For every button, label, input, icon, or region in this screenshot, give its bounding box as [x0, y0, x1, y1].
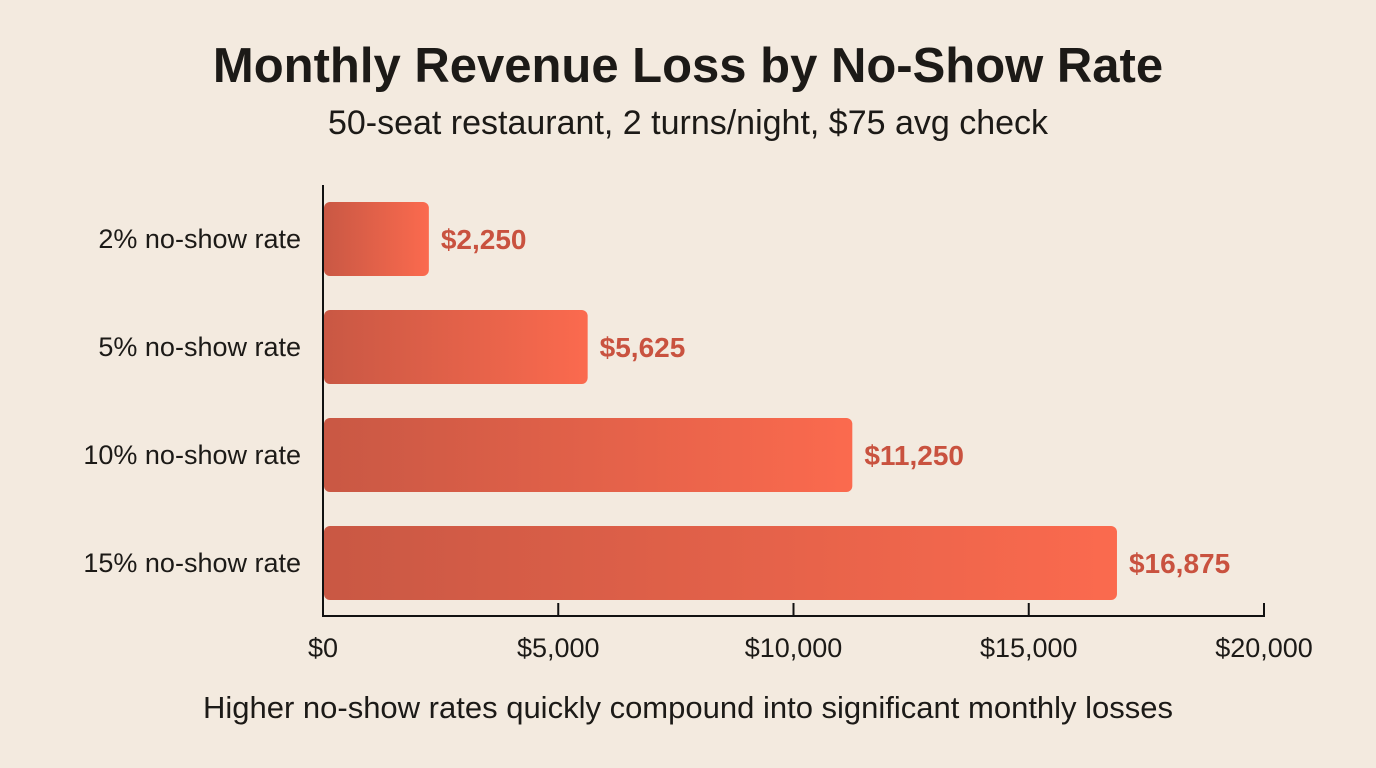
x-tick-label: $0	[308, 633, 338, 663]
category-label: 10% no-show rate	[83, 440, 301, 470]
data-label: $2,250	[441, 224, 527, 255]
category-label: 15% no-show rate	[83, 548, 301, 578]
category-label: 2% no-show rate	[98, 224, 301, 254]
x-tick-label: $5,000	[517, 633, 600, 663]
bar	[324, 418, 853, 492]
bar	[324, 526, 1117, 600]
chart-title: Monthly Revenue Loss by No-Show Rate	[212, 39, 1164, 93]
x-tick-label: $10,000	[745, 633, 843, 663]
chart-caption: Higher no-show rates quickly compound in…	[202, 690, 1174, 725]
chart-subtitle: 50-seat restaurant, 2 turns/night, $75 a…	[327, 104, 1049, 142]
bar	[324, 310, 588, 384]
data-label: $11,250	[864, 440, 964, 471]
data-label: $16,875	[1129, 548, 1230, 579]
data-label: $5,625	[600, 332, 686, 363]
x-tick-label: $15,000	[980, 633, 1078, 663]
category-label: 5% no-show rate	[98, 332, 301, 362]
x-tick-label: $20,000	[1215, 633, 1313, 663]
bar	[324, 202, 429, 276]
